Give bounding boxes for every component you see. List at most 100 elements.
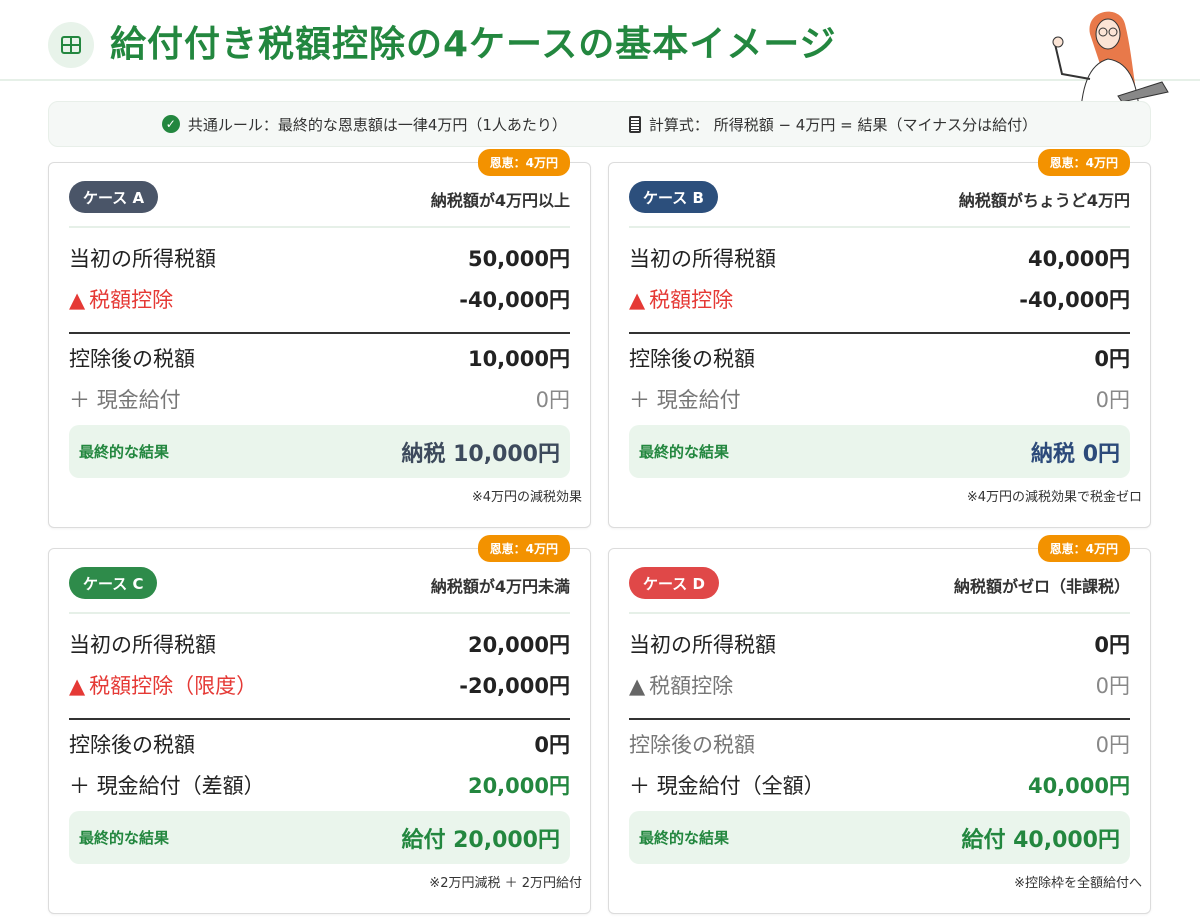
row-label: 税額控除 xyxy=(89,288,174,312)
row-value: 40,000円 xyxy=(1027,247,1130,271)
case-card-b: 恩恵：4万円 ケース B 納税額がちょうど4万円 当初の所得税額 40,000円 … xyxy=(608,149,1151,528)
row-label: 税額控除 xyxy=(649,288,734,312)
row-label: 当初の所得税額 xyxy=(629,633,776,657)
plus-icon: ＋ xyxy=(69,774,97,798)
page-title: 給付付き税額控除の4ケースの基本イメージ xyxy=(110,24,837,65)
triangle-icon: ▲ xyxy=(69,674,86,698)
case-note: ※控除枠を全額給付へ xyxy=(1014,876,1142,891)
case-condition: 納税額が4万円未満 xyxy=(430,577,570,596)
cash-benefit-row: ＋ 現金給付 0円 xyxy=(69,384,570,414)
row-value: 0円 xyxy=(1094,633,1130,657)
final-result-box: 最終的な結果 納税 0円 xyxy=(629,425,1130,478)
benefit-badge: 恩恵：4万円 xyxy=(1037,535,1130,562)
cash-benefit-row: ＋ 現金給付 0円 xyxy=(629,384,1130,414)
case-condition: 納税額がちょうど4万円 xyxy=(958,191,1130,210)
result-value: 給付 40,000円 xyxy=(961,827,1120,853)
triangle-icon: ▲ xyxy=(629,288,646,312)
triangle-icon: ▲ xyxy=(629,674,646,698)
after-tax-row: 控除後の税額 0円 xyxy=(69,729,570,759)
result-value: 納税 0円 xyxy=(1031,441,1120,467)
row-label: 税額控除（限度） xyxy=(89,674,258,698)
case-badge: ケース D xyxy=(629,567,719,599)
row-label: 現金給付（全額） xyxy=(656,774,825,798)
row-value: 20,000円 xyxy=(467,774,570,798)
initial-tax-row: 当初の所得税額 20,000円 xyxy=(69,629,570,659)
row-label: 控除後の税額 xyxy=(629,733,755,757)
case-badge: ケース B xyxy=(629,181,718,213)
formula-text: 計算式： 所得税額 − 4万円 = 結果（マイナス分は給付） xyxy=(648,115,1038,134)
initial-tax-row: 当初の所得税額 50,000円 xyxy=(69,243,570,273)
row-label: 税額控除 xyxy=(649,674,734,698)
divider xyxy=(629,226,1130,228)
row-value: -20,000円 xyxy=(459,674,570,698)
row-label: 控除後の税額 xyxy=(69,347,195,371)
row-label: 現金給付（差額） xyxy=(96,774,265,798)
deduction-row: ▲ 税額控除（限度） -20,000円 xyxy=(69,670,570,700)
after-tax-row: 控除後の税額 0円 xyxy=(629,729,1130,759)
common-rule-text: 共通ルール：最終的な恩恵額は一律4万円（1人あたり） xyxy=(187,115,567,134)
row-value: 0円 xyxy=(535,388,570,412)
header-divider xyxy=(0,79,1200,81)
row-value: 0円 xyxy=(1095,388,1130,412)
case-note: ※4万円の減税効果 xyxy=(471,490,582,505)
total-line xyxy=(629,332,1130,334)
deduction-row: ▲ 税額控除 -40,000円 xyxy=(69,284,570,314)
calculator-icon xyxy=(628,115,641,133)
total-line xyxy=(69,718,570,720)
row-label: 当初の所得税額 xyxy=(69,247,216,271)
plus-icon: ＋ xyxy=(69,388,97,412)
deduction-row: ▲ 税額控除 0円 xyxy=(629,670,1130,700)
cash-benefit-row: ＋ 現金給付（差額） 20,000円 xyxy=(69,770,570,800)
initial-tax-row: 当初の所得税額 0円 xyxy=(629,629,1130,659)
row-label: 当初の所得税額 xyxy=(629,247,776,271)
divider xyxy=(69,612,570,614)
check-circle-icon: ✓ xyxy=(161,115,180,133)
final-result-box: 最終的な結果 給付 20,000円 xyxy=(69,811,570,864)
row-label: 控除後の税額 xyxy=(69,733,195,757)
row-value: -40,000円 xyxy=(459,288,570,312)
total-line xyxy=(69,332,570,334)
after-tax-row: 控除後の税額 10,000円 xyxy=(69,343,570,373)
deduction-row: ▲ 税額控除 -40,000円 xyxy=(629,284,1130,314)
benefit-badge: 恩恵：4万円 xyxy=(477,149,570,176)
triangle-icon: ▲ xyxy=(69,288,86,312)
row-value: 0円 xyxy=(534,733,570,757)
divider xyxy=(69,226,570,228)
after-tax-row: 控除後の税額 0円 xyxy=(629,343,1130,373)
row-label: 現金給付 xyxy=(96,388,181,412)
row-value: 20,000円 xyxy=(467,633,570,657)
row-value: -40,000円 xyxy=(1019,288,1130,312)
initial-tax-row: 当初の所得税額 40,000円 xyxy=(629,243,1130,273)
row-value: 0円 xyxy=(1094,347,1130,371)
case-badge: ケース C xyxy=(69,567,158,599)
case-condition: 納税額が4万円以上 xyxy=(430,191,570,210)
benefit-badge: 恩恵：4万円 xyxy=(477,535,570,562)
plus-icon: ＋ xyxy=(629,388,657,412)
case-note: ※2万円減税 ＋ 2万円給付 xyxy=(429,876,582,891)
case-card-c: 恩恵：4万円 ケース C 納税額が4万円未満 当初の所得税額 20,000円 ▲ 税… xyxy=(48,535,591,914)
table-icon xyxy=(48,22,94,68)
row-label: 現金給付 xyxy=(656,388,741,412)
case-card-d: 恩恵：4万円 ケース D 納税額がゼロ（非課税） 当初の所得税額 0円 ▲ 税額控除… xyxy=(608,535,1151,914)
rules-banner: ✓ 共通ルール：最終的な恩恵額は一律4万円（1人あたり） 計算式： 所得税額 − … xyxy=(48,101,1151,147)
result-value: 給付 20,000円 xyxy=(401,827,560,853)
row-label: 当初の所得税額 xyxy=(69,633,216,657)
case-condition: 納税額がゼロ（非課税） xyxy=(953,577,1130,596)
row-value: 0円 xyxy=(1095,674,1130,698)
row-value: 0円 xyxy=(1095,733,1130,757)
result-label: 最終的な結果 xyxy=(639,443,730,461)
final-result-box: 最終的な結果 納税 10,000円 xyxy=(69,425,570,478)
divider xyxy=(629,612,1130,614)
result-label: 最終的な結果 xyxy=(639,829,730,847)
result-label: 最終的な結果 xyxy=(79,443,170,461)
row-label: 控除後の税額 xyxy=(629,347,755,371)
case-badge: ケース A xyxy=(69,181,159,213)
row-value: 50,000円 xyxy=(467,247,570,271)
result-label: 最終的な結果 xyxy=(79,829,170,847)
final-result-box: 最終的な結果 給付 40,000円 xyxy=(629,811,1130,864)
total-line xyxy=(629,718,1130,720)
case-card-a: 恩恵：4万円 ケース A 納税額が4万円以上 当初の所得税額 50,000円 ▲ 税… xyxy=(48,149,591,528)
benefit-badge: 恩恵：4万円 xyxy=(1037,149,1130,176)
case-note: ※4万円の減税効果で税金ゼロ xyxy=(966,490,1142,505)
row-value: 40,000円 xyxy=(1027,774,1130,798)
